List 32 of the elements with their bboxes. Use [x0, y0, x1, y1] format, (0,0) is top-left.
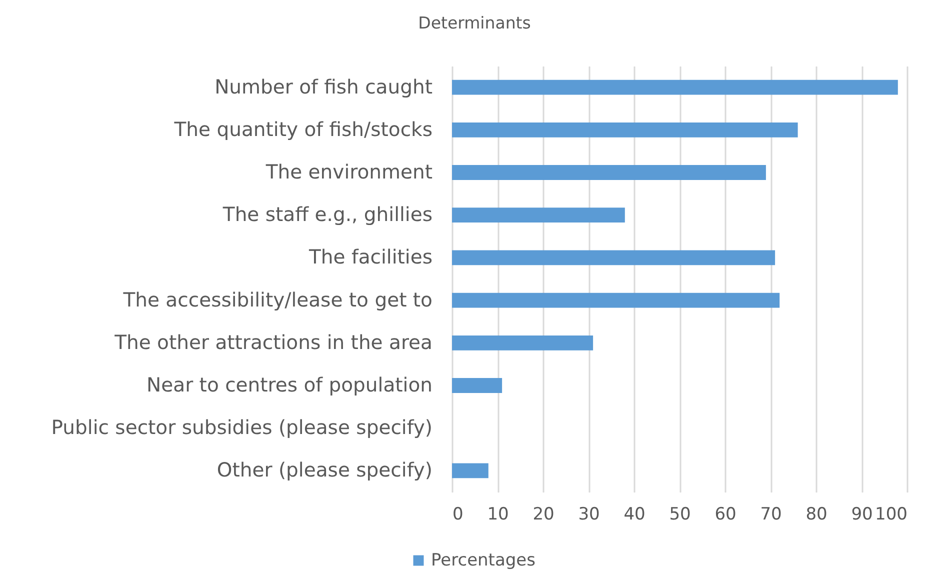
y-tick-label: Near to centres of population	[146, 374, 432, 396]
x-tick-label: 70	[760, 504, 782, 524]
bar	[452, 165, 766, 180]
bar	[452, 80, 898, 95]
x-tick-label: 80	[806, 504, 828, 524]
x-tick-label: 0	[452, 504, 464, 524]
x-tick-label: 40	[624, 504, 646, 524]
bar	[452, 292, 780, 308]
y-tick-label: The facilities	[308, 246, 432, 269]
y-tick-label: The environment	[264, 160, 433, 184]
y-tick-label: The quantity of fish/stocks	[173, 118, 432, 141]
y-tick-label: The accessibility/lease to get to	[122, 288, 432, 312]
x-tick-label: 30	[578, 504, 600, 524]
y-tick-label: The staff e.g., ghillies	[222, 203, 432, 226]
bar	[452, 122, 798, 138]
bar	[452, 208, 625, 223]
x-tick-label: 10	[487, 504, 509, 524]
chart-title: Determinants	[418, 14, 531, 32]
y-tick-label: Other (please specify)	[216, 458, 432, 482]
legend-label: Percentages	[431, 550, 536, 570]
y-tick-label: Public sector subsidies (please specify)	[51, 416, 432, 440]
bar	[452, 378, 502, 393]
y-tick-label: The other attractions in the area	[114, 330, 432, 354]
x-tick-label: 50	[669, 504, 691, 524]
y-tick-label: Number of fish caught	[214, 75, 433, 98]
bar	[452, 463, 488, 478]
x-tick-label: 20	[532, 504, 554, 524]
x-tick-label: 90	[851, 504, 873, 524]
bar	[452, 250, 776, 266]
bar	[452, 335, 594, 350]
x-tick-label: 100	[875, 504, 908, 524]
x-tick-label: 60	[714, 504, 736, 524]
